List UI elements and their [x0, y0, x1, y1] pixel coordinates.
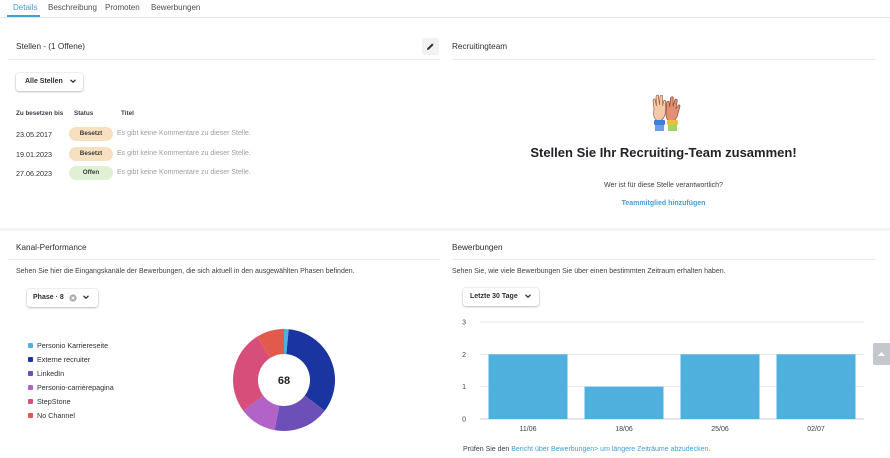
y-tick-label: 2 [462, 352, 466, 359]
legend-label: LinkedIn [37, 369, 65, 378]
high-five-icon [652, 94, 681, 131]
legend-swatch [28, 343, 33, 348]
bar-11-06[interactable] [488, 354, 568, 419]
legend-swatch [28, 357, 33, 362]
donut-slice-no-channel [257, 329, 284, 358]
x-tick-label: 11/06 [520, 426, 537, 433]
applications-bar-chart: 0 1 2 3 11/06 18/06 25/06 02/07 [462, 320, 864, 433]
period-filter-dropdown[interactable]: Letzte 30 Tage [463, 288, 539, 306]
bewerbungen-description: Sehen Sie, wie viele Bewerbungen Sie übe… [452, 268, 726, 275]
stellen-filter-label: Alle Stellen [25, 78, 63, 85]
kanal-panel [0, 231, 446, 458]
status-badge: Offen [69, 166, 113, 180]
stellen-panel [0, 18, 446, 228]
stellen-title: Stellen - (1 Offene) [16, 42, 86, 51]
chevron-down-icon [525, 294, 531, 299]
chevron-down-icon [70, 79, 76, 84]
period-filter-label: Letzte 30 Tage [470, 293, 518, 300]
recruiting-title: Recruitingteam [452, 42, 508, 51]
chevron-up-icon [878, 352, 885, 356]
column-header-date: Zu besetzen bis [16, 110, 64, 117]
legend-label: Personio-carrièrepagina [37, 383, 114, 392]
legend-swatch [28, 413, 33, 418]
report-note-prefix: Prüfen Sie den [463, 446, 512, 453]
clear-icon[interactable] [69, 294, 77, 302]
donut-slice-stepstone [233, 336, 271, 411]
x-tick-label: 02/07 [807, 426, 825, 433]
tab-beschreibung[interactable]: Beschreibung [48, 3, 97, 12]
tab-details[interactable]: Details [13, 3, 38, 12]
channel-donut-chart: 68 [233, 329, 335, 431]
report-link[interactable]: Bericht über Bewerbungen> um längere Zei… [511, 446, 711, 453]
donut-center-label: 68 [278, 375, 290, 387]
add-team-member-link[interactable]: Teammitglied hinzufügen [621, 200, 706, 207]
row-comment: Es gibt keine Kommentare zu dieser Stell… [117, 150, 251, 157]
y-tick-label: 3 [462, 320, 466, 327]
status-badge: Besetzt [69, 147, 113, 161]
legend-label: StepStone [37, 397, 71, 406]
kanal-title: Kanal-Performance [16, 243, 87, 252]
divider [8, 259, 440, 260]
pencil-icon [426, 43, 434, 51]
tab-bewerbungen[interactable]: Bewerbungen [151, 3, 201, 12]
phase-filter-dropdown[interactable]: Phase · 8 [27, 289, 98, 307]
legend-label: Externe recruiter [37, 355, 91, 364]
report-note: Prüfen Sie den Bericht über Bewerbungen>… [463, 446, 710, 453]
legend-item: No Channel [28, 411, 75, 420]
tab-bar: Details Beschreibung Promoten Bewerbunge… [0, 0, 890, 18]
row-comment: Es gibt keine Kommentare zu dieser Stell… [117, 169, 251, 176]
y-tick-label: 1 [462, 384, 466, 391]
legend-item: StepStone [28, 397, 71, 406]
kanal-description: Sehen Sie hier die Eingangskanäle der Be… [16, 268, 355, 275]
donut-slice-linkedin [274, 395, 325, 431]
column-header-status: Status [74, 110, 94, 117]
legend-label: Personio Karriereseite [37, 341, 109, 350]
donut-slice-personio-carri-repagina [243, 395, 280, 431]
legend-swatch [28, 371, 33, 376]
bewerbungen-panel [444, 231, 890, 458]
donut-slice-personio-karriereseite [284, 329, 289, 355]
edit-button[interactable] [422, 38, 439, 55]
x-tick-label: 18/06 [615, 426, 633, 433]
legend-label: No Channel [37, 411, 75, 420]
bewerbungen-title: Bewerbungen [452, 243, 503, 252]
legend-item: Externe recruiter [28, 355, 90, 364]
legend-swatch [28, 399, 33, 404]
phase-filter-label: Phase · 8 [33, 294, 64, 301]
donut-slice-externe-recruiter [286, 329, 335, 411]
row-date: 19.01.2023 [16, 150, 52, 159]
legend-swatch [28, 385, 33, 390]
row-date: 27.06.2023 [16, 169, 52, 178]
bar-02-07[interactable] [776, 354, 856, 419]
scroll-button[interactable] [873, 343, 890, 365]
row-date: 23.05.2017 [16, 130, 52, 139]
donut-slices [233, 329, 335, 431]
divider [452, 59, 876, 60]
legend-item: Personio Karriereseite [28, 341, 108, 350]
recruiting-question: Wer ist für diese Stelle verantwortlich? [604, 182, 723, 189]
y-tick-label: 0 [462, 417, 466, 424]
divider [8, 59, 440, 60]
stellen-filter-dropdown[interactable]: Alle Stellen [16, 73, 83, 91]
legend-item: Personio-carrièrepagina [28, 383, 114, 392]
row-comment: Es gibt keine Kommentare zu dieser Stell… [117, 130, 251, 137]
bar-18-06[interactable] [584, 386, 664, 419]
chevron-down-icon [83, 295, 89, 300]
tab-promoten[interactable]: Promoten [105, 3, 140, 12]
column-header-title: Titel [121, 110, 134, 117]
active-tab-indicator [7, 15, 40, 17]
divider [452, 259, 876, 260]
bar-25-06[interactable] [680, 354, 760, 419]
recruiting-headline: Stellen Sie Ihr Recruiting-Team zusammen… [530, 145, 797, 160]
status-badge: Besetzt [69, 127, 113, 141]
donut-hole [259, 355, 309, 405]
x-tick-label: 25/06 [711, 426, 729, 433]
legend-item: LinkedIn [28, 369, 64, 378]
